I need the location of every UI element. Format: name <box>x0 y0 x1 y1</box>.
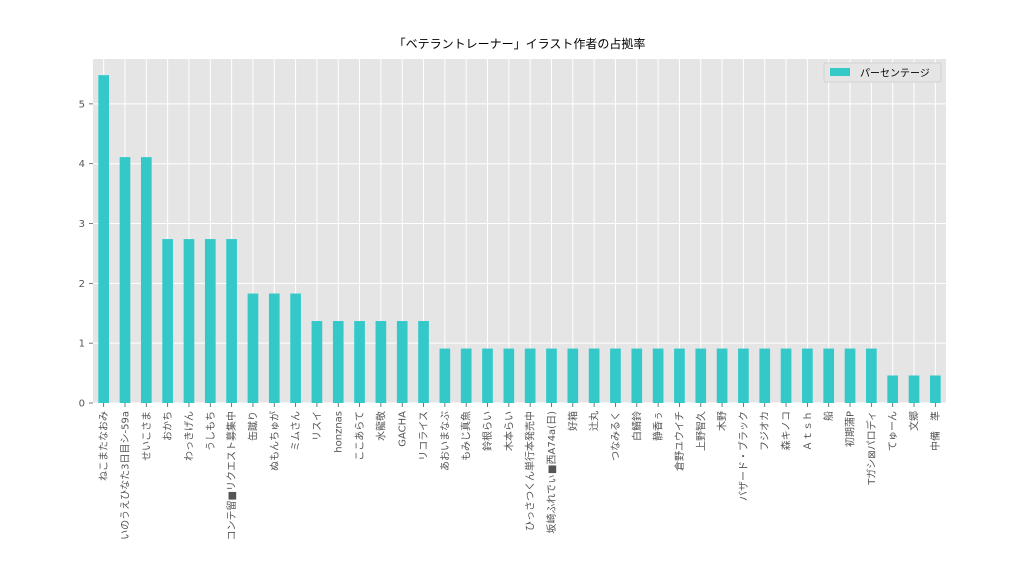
bar <box>290 293 301 403</box>
legend: パーセンテージ <box>823 62 942 83</box>
bar <box>418 321 429 403</box>
y-tick-label: 4 <box>79 159 85 170</box>
plot-background <box>93 59 946 403</box>
bar <box>716 348 728 403</box>
bar <box>887 375 899 403</box>
bar <box>247 293 259 403</box>
bar <box>908 375 920 403</box>
x-tick-label: おかち <box>162 411 174 441</box>
x-tick-label: せいこさま <box>141 411 153 461</box>
x-tick-label: 辻丸 <box>588 411 601 431</box>
x-tick-label: バザード・ブラック <box>737 411 750 501</box>
bar <box>866 348 877 403</box>
x-tick-label: 倉野ユウイチ <box>673 411 686 471</box>
x-tick-label: ひっさつくん単行本発売中 <box>524 411 537 531</box>
x-tick-label: 上野智久 <box>694 411 707 451</box>
bar <box>503 348 515 403</box>
legend-box <box>823 62 942 83</box>
bar <box>460 348 472 403</box>
x-tick-label: 森キノコ <box>780 411 793 450</box>
x-tick-label: Ａｔｓｈ <box>802 411 814 451</box>
x-tick-label: 中備 準 <box>929 411 942 451</box>
legend-label: パーセンテージ <box>860 68 930 80</box>
bar <box>268 293 280 403</box>
x-tick-label: 初期蒲P <box>844 411 857 447</box>
x-tick-label: 静香ぅ <box>652 411 665 441</box>
x-tick-label: てゅーん <box>887 411 899 451</box>
bar <box>802 348 813 403</box>
bar <box>98 75 109 403</box>
bar <box>674 348 685 403</box>
y-tick-label: 3 <box>79 219 85 230</box>
x-tick-label: リコライス <box>418 411 430 461</box>
x-tick-label: GACHA <box>398 411 409 447</box>
bar <box>631 348 643 403</box>
x-tick-label: 水龍敬 <box>374 411 387 441</box>
x-tick-label: 白鯖鈴 <box>630 411 643 441</box>
bar <box>204 239 216 403</box>
bar <box>482 348 493 403</box>
chart-title: 「ベテラントレーナー」イラスト作者の占拠率 <box>394 36 646 51</box>
bar <box>396 321 408 403</box>
y-tick-label: 1 <box>79 339 85 350</box>
bar <box>183 239 195 403</box>
bar <box>332 321 344 403</box>
x-tick-label: 鈴根らい <box>481 411 494 451</box>
x-axis: ねこまたなおみ いのうえひなた3日目シ-59a せいこさま おかち わっきげん うしもちコ… <box>98 403 942 540</box>
y-tick-label: 2 <box>79 279 85 290</box>
bar-layer <box>98 75 941 403</box>
bar <box>439 348 451 403</box>
y-axis: 0 1 2 3 4 5 <box>79 99 93 410</box>
y-tick-label: 0 <box>79 399 85 410</box>
x-tick-label: コンテ留■リクエスト募集中 <box>225 411 238 540</box>
x-tick-label: 好箱 <box>566 411 579 431</box>
x-tick-label: リスイ <box>312 411 323 441</box>
x-tick-label: 船 <box>822 411 835 421</box>
bar <box>354 321 365 403</box>
bar <box>759 348 771 403</box>
bar <box>823 348 835 403</box>
x-tick-label: わっきげん <box>183 411 195 461</box>
bar <box>780 348 792 403</box>
bar <box>588 348 600 403</box>
bar <box>311 321 323 403</box>
bar <box>567 348 579 403</box>
x-tick-label: いのうえひなた3日目シ-59a <box>119 411 131 540</box>
x-tick-label: 木野 <box>717 411 729 431</box>
bar <box>610 348 621 403</box>
x-tick-label: honznas <box>334 411 345 453</box>
bar <box>375 321 387 403</box>
bar <box>140 157 152 403</box>
bar <box>695 348 707 403</box>
bar <box>546 348 557 403</box>
x-tick-label: フジオカ <box>759 411 771 451</box>
bar <box>930 375 941 403</box>
bar <box>226 239 237 403</box>
x-tick-label: うしもち <box>205 411 217 451</box>
x-tick-label: Tガシ⊠パロディ <box>865 411 878 486</box>
x-tick-label: つなみるく <box>610 411 622 461</box>
x-tick-label: 缶蹴り <box>246 411 259 441</box>
y-tick-label: 5 <box>79 99 85 110</box>
bar <box>119 157 131 403</box>
bar <box>524 348 536 403</box>
x-tick-label: 坂崎ふれでぃ■西A74a(日) <box>545 411 558 534</box>
x-tick-label: 文郷 <box>908 411 921 431</box>
x-tick-label: ねこまたなおみ <box>98 411 110 481</box>
x-tick-label: ミムさん <box>290 411 302 451</box>
legend-swatch <box>830 68 850 76</box>
x-tick-label: ぬもんちゅが <box>268 411 281 471</box>
bar <box>652 348 664 403</box>
x-tick-label: 木本らい <box>502 411 515 451</box>
x-tick-label: あおいまなぶ <box>439 411 451 471</box>
x-tick-label: ここあらて <box>354 411 366 461</box>
bar <box>738 348 749 403</box>
bar <box>162 239 173 403</box>
x-tick-label: もみじ真魚 <box>460 411 473 461</box>
bar <box>844 348 856 403</box>
